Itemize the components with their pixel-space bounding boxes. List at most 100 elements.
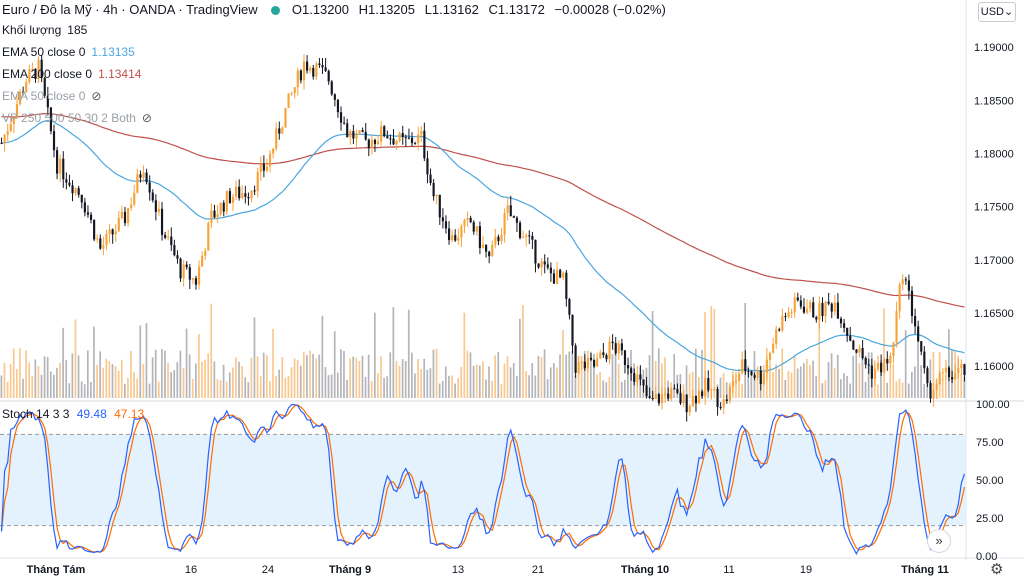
- time-tick-label: Tháng Tám: [27, 564, 86, 576]
- volume-bar: [238, 361, 240, 398]
- volume-bar: [500, 383, 503, 398]
- volume-bar: [836, 354, 839, 398]
- candle-body: [957, 368, 960, 374]
- volume-bar: [219, 380, 222, 398]
- candle-body: [892, 342, 895, 356]
- volume-bar: [904, 330, 907, 398]
- candle-body: [488, 251, 491, 257]
- volume-bar: [889, 369, 892, 398]
- volume-bar: [296, 360, 299, 398]
- eye-crossed-icon[interactable]: ⊘: [91, 89, 102, 103]
- candle-body: [123, 211, 127, 224]
- candle-body: [611, 341, 614, 344]
- gear-icon[interactable]: ⚙: [990, 561, 1004, 578]
- currency-selector[interactable]: USD⌄: [978, 2, 1016, 22]
- candle-body: [762, 372, 765, 385]
- candle-body: [605, 355, 608, 360]
- volume-bar: [37, 366, 40, 398]
- candle-body: [268, 153, 272, 167]
- ema200-legend[interactable]: EMA 200 close 0 1.13414: [2, 66, 141, 82]
- ohlc-high: H1.13205: [358, 2, 415, 17]
- candle-body: [880, 362, 883, 373]
- volume-bar: [636, 380, 639, 398]
- symbol-name[interactable]: Euro / Đô la Mỹ: [2, 2, 92, 17]
- candle-body: [441, 217, 444, 222]
- eye-crossed-icon[interactable]: ⊘: [141, 111, 152, 125]
- candle-body: [139, 174, 142, 178]
- scroll-to-latest-button[interactable]: »: [927, 529, 951, 553]
- volume-bar: [407, 309, 410, 398]
- volume-bar: [349, 358, 351, 398]
- volume-bar: [478, 365, 481, 398]
- volume-bar: [265, 355, 268, 398]
- volume-bar: [509, 367, 512, 398]
- volume-bar: [352, 356, 355, 398]
- volume-bar: [441, 380, 444, 398]
- ema50-hidden-legend[interactable]: EMA 50 close 0 ⊘: [2, 88, 101, 104]
- stoch-legend[interactable]: Stoch 14 3 3 49.48 47.13: [2, 407, 144, 421]
- candle-body: [160, 208, 164, 235]
- volume-bar: [142, 364, 145, 398]
- candle-body: [62, 158, 65, 180]
- price-tick-label: 1.18500: [974, 95, 1014, 107]
- candle-body: [306, 61, 309, 71]
- volume-bar: [454, 383, 456, 398]
- candle-body: [401, 133, 404, 138]
- volume-bar: [562, 329, 564, 398]
- candle-body: [935, 383, 938, 391]
- volume-legend[interactable]: Khối lượng 185: [2, 22, 87, 38]
- vp-legend[interactable]: VP 250 500 50 30 2 Both ⊘: [2, 110, 152, 126]
- volume-bar: [83, 384, 86, 398]
- volume-bar: [235, 357, 237, 398]
- candle-body: [194, 278, 198, 285]
- volume-bar: [710, 306, 713, 398]
- volume-bar: [821, 383, 824, 398]
- volume-bar: [466, 350, 469, 398]
- volume-bar: [86, 350, 89, 398]
- candle-body: [910, 290, 914, 317]
- ema50-legend[interactable]: EMA 50 close 0 1.13135: [2, 44, 135, 60]
- ema200-label: EMA 200 close 0: [2, 67, 93, 81]
- volume-bar: [877, 384, 879, 398]
- volume-bar: [827, 362, 830, 398]
- candle-body: [574, 345, 577, 373]
- volume-bar: [620, 381, 623, 398]
- candle-body: [682, 394, 685, 404]
- stoch-k-value: 49.48: [76, 407, 107, 421]
- volume-bar: [806, 358, 808, 398]
- time-tick-label: 11: [723, 564, 734, 576]
- candle-body: [170, 236, 173, 246]
- volume-bar: [318, 354, 321, 398]
- candle-body: [577, 362, 580, 373]
- volume-bar: [429, 368, 432, 398]
- volume-bar: [373, 312, 376, 398]
- interval[interactable]: 4h: [103, 2, 118, 17]
- volume-bar: [482, 361, 484, 398]
- candle-body: [546, 264, 549, 268]
- volume-bar: [843, 373, 845, 398]
- volume-bar: [139, 325, 142, 398]
- volume-bar: [228, 372, 231, 398]
- candle-body: [275, 128, 278, 149]
- volume-bar: [861, 349, 864, 398]
- candle-body: [231, 196, 235, 203]
- volume-bar: [778, 369, 780, 398]
- candle-body: [49, 107, 53, 132]
- candle-body: [722, 399, 725, 408]
- candle-body: [772, 343, 775, 353]
- volume-bar: [278, 369, 281, 398]
- candle-body: [213, 210, 216, 218]
- volume-bar: [133, 371, 135, 398]
- volume-bar: [568, 351, 571, 398]
- time-tick-label: Tháng 9: [329, 564, 371, 576]
- volume-bar: [531, 363, 534, 398]
- volume-bar: [241, 366, 243, 398]
- candle-body: [9, 124, 12, 132]
- time-tick-label: 21: [532, 564, 544, 576]
- volume-bar: [309, 350, 311, 398]
- candle-body: [410, 137, 414, 144]
- volume-bar: [99, 351, 102, 398]
- volume-bar: [815, 376, 818, 398]
- candle-body: [710, 389, 713, 391]
